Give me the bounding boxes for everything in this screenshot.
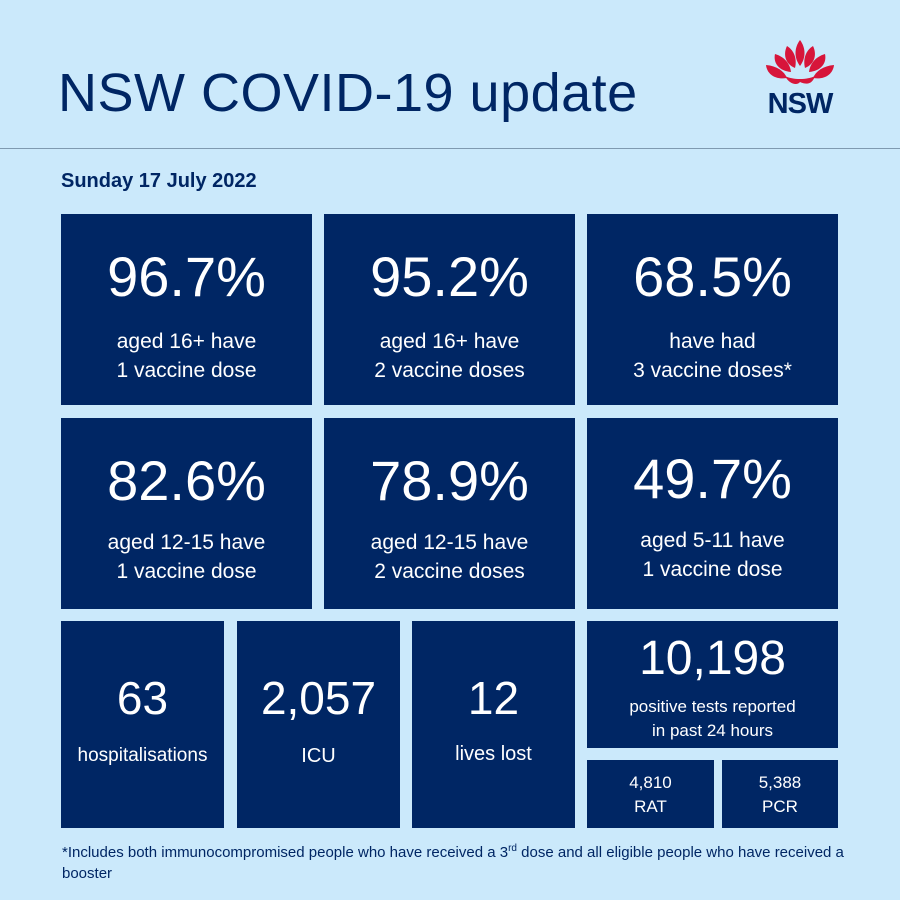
positive-tests-caption: positive tests reported in past 24 hours xyxy=(587,695,838,743)
caption-line: aged 16+ have xyxy=(116,330,257,353)
vaccine-caption: aged 16+ have 1 vaccine dose xyxy=(61,327,312,385)
caption-line: positive tests reported xyxy=(629,697,796,716)
vaccine-percent: 78.9% xyxy=(370,449,529,512)
pcr-tile: 5,388 PCR xyxy=(722,760,838,828)
stat-value: 2,057 xyxy=(260,672,377,724)
stat-label: ICU xyxy=(301,745,336,767)
caption-line: aged 12-15 have xyxy=(107,531,266,554)
vaccine-tile: 95.2% aged 16+ have 2 vaccine doses xyxy=(324,214,575,405)
vaccine-tile: 96.7% aged 16+ have 1 vaccine dose xyxy=(61,214,312,405)
vaccine-percent: 96.7% xyxy=(107,245,266,308)
caption-line: aged 5-11 have xyxy=(640,529,785,552)
vaccine-percent: 68.5% xyxy=(633,245,792,308)
vaccine-caption: aged 5-11 have 1 vaccine dose xyxy=(587,526,838,584)
footnote: *Includes both immunocompromised people … xyxy=(62,838,862,884)
vaccine-percent: 49.7% xyxy=(633,447,792,510)
caption-line: have had xyxy=(669,330,756,353)
rat-tile: 4,810 RAT xyxy=(587,760,714,828)
positive-tests-tile: 10,198 positive tests reported in past 2… xyxy=(587,621,838,748)
caption-line: 1 vaccine dose xyxy=(642,558,783,581)
stat-tile-icu: 2,057 ICU xyxy=(237,621,400,828)
footnote-text: *Includes both immunocompromised people … xyxy=(62,844,509,861)
caption-line: aged 16+ have xyxy=(379,330,520,353)
pcr-label: PCR xyxy=(762,797,798,816)
vaccine-tile: 68.5% have had 3 vaccine doses* xyxy=(587,214,838,405)
footnote-text: dose and all eligible people who have re… xyxy=(62,844,844,882)
pcr-value: 5,388 xyxy=(758,773,802,792)
rat-label: RAT xyxy=(634,797,667,816)
caption-line: 2 vaccine doses xyxy=(374,560,525,583)
vaccine-tile: 82.6% aged 12-15 have 1 vaccine dose xyxy=(61,418,312,609)
header: NSW COVID-19 update NSW xyxy=(0,0,900,149)
vaccine-tile: 49.7% aged 5-11 have 1 vaccine dose xyxy=(587,418,838,609)
stat-value: 63 xyxy=(116,672,169,724)
rat-value: 4,810 xyxy=(629,773,672,792)
vaccine-tile: 78.9% aged 12-15 have 2 vaccine doses xyxy=(324,418,575,609)
caption-line: 3 vaccine doses* xyxy=(633,359,792,382)
stat-value: 12 xyxy=(467,672,520,724)
caption-line: in past 24 hours xyxy=(652,721,773,740)
vaccine-caption: aged 16+ have 2 vaccine doses xyxy=(324,327,575,385)
caption-line: 1 vaccine dose xyxy=(116,560,257,583)
caption-line: 2 vaccine doses xyxy=(374,359,525,382)
vaccine-percent: 95.2% xyxy=(370,245,529,308)
vaccine-caption: aged 12-15 have 1 vaccine dose xyxy=(61,528,312,586)
caption-line: aged 12-15 have xyxy=(370,531,529,554)
stat-label: hospitalisations xyxy=(77,745,208,766)
caption-line: 1 vaccine dose xyxy=(116,359,257,382)
vaccine-caption: have had 3 vaccine doses* xyxy=(587,327,838,385)
stat-label: lives lost xyxy=(455,743,532,765)
page-title: NSW COVID-19 update xyxy=(58,63,638,123)
logo-text: NSW xyxy=(767,88,834,120)
report-date: Sunday 17 July 2022 xyxy=(61,170,257,192)
vaccine-percent: 82.6% xyxy=(107,449,266,512)
footnote-superscript: rd xyxy=(508,843,517,854)
nsw-logo: NSW xyxy=(757,38,847,128)
vaccine-caption: aged 12-15 have 2 vaccine doses xyxy=(324,528,575,586)
waratah-icon xyxy=(766,40,834,84)
positive-tests-value: 10,198 xyxy=(639,632,786,685)
stat-tile-lives-lost: 12 lives lost xyxy=(412,621,575,828)
stat-tile-hospitalisations: 63 hospitalisations xyxy=(61,621,224,828)
